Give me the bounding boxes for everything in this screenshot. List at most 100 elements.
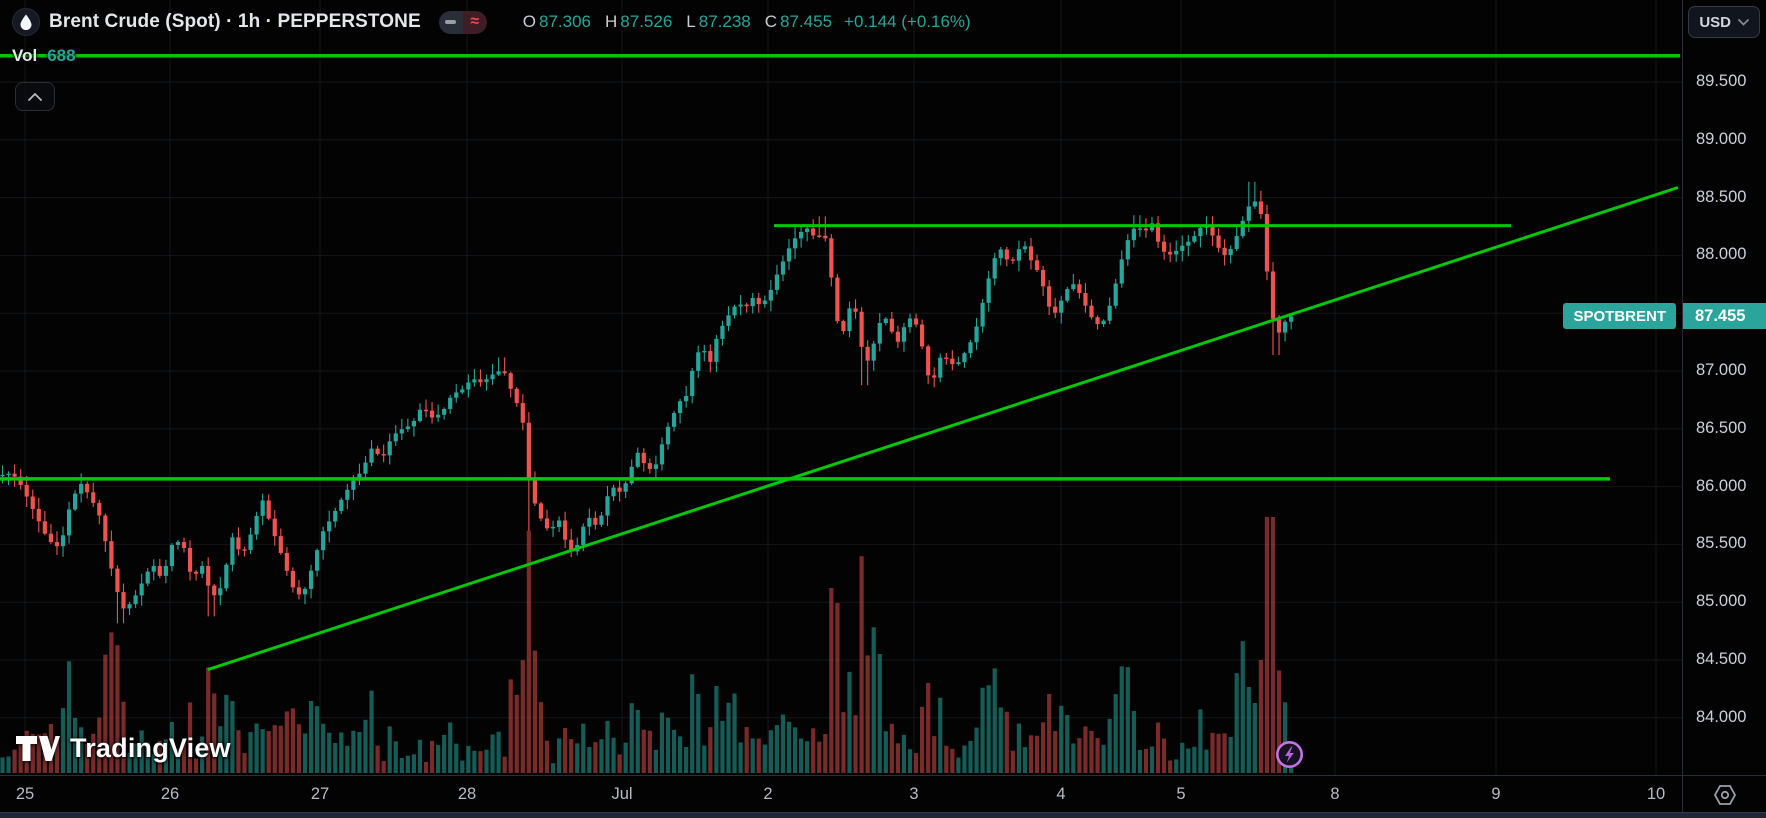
volume-bar (738, 742, 743, 773)
candle-body (296, 587, 302, 595)
volume-bar (121, 701, 126, 773)
tradingview-logo[interactable]: TradingView (14, 733, 231, 764)
volume-bar (1143, 748, 1149, 773)
volume-bar (73, 717, 78, 773)
candle-body (411, 420, 416, 427)
volume-bar (932, 736, 937, 773)
market-closed-dash-icon[interactable] (438, 10, 463, 34)
volume-bar (1155, 722, 1161, 773)
candle-body (308, 570, 314, 589)
currency-label: USD (1699, 13, 1731, 31)
candle-body (581, 526, 586, 546)
volume-bar (581, 723, 586, 773)
volume-bar (1016, 723, 1021, 773)
volume-bar (242, 753, 247, 773)
volume-bar (726, 702, 731, 773)
candle-body (103, 515, 108, 542)
volume-bar (1198, 709, 1203, 773)
volume-bar (538, 702, 544, 773)
candle-body (454, 392, 459, 398)
candle-body (1113, 283, 1118, 306)
symbol-button[interactable]: Brent Crude (Spot) · 1h · PEPPERSTONE (12, 8, 421, 36)
ascending-trendline[interactable] (207, 186, 1679, 671)
candle-body (48, 533, 53, 543)
candle-body (1101, 320, 1106, 325)
volume-bar (684, 747, 689, 773)
axis-settings-button[interactable] (1682, 775, 1766, 813)
volume-bar (496, 731, 501, 773)
volume-bar (1065, 715, 1070, 773)
candle-body (169, 545, 174, 567)
volume-bar (974, 727, 979, 773)
time-axis[interactable]: 25 26 27 28 Jul 2 3 4 5 8 9 10 (0, 775, 1766, 813)
volume-bar (436, 745, 441, 773)
volume-bar (593, 742, 598, 773)
candle-body (762, 300, 767, 305)
volume-bar (1095, 738, 1100, 773)
candle-body (1010, 259, 1015, 261)
volume-bar (393, 741, 398, 773)
candle-body (1270, 271, 1276, 319)
volume-bar (1071, 743, 1076, 773)
candle-body (1210, 225, 1215, 236)
volume-bar (36, 734, 41, 773)
volume-bar (109, 632, 114, 773)
price-axis-label: 88.000 (1696, 245, 1747, 264)
volume-bar (829, 587, 834, 773)
candle-body (968, 342, 973, 354)
candle-body (992, 258, 997, 279)
volume-bar (1264, 517, 1270, 773)
candle-body (532, 479, 537, 504)
market-status-pill[interactable]: ≈ (438, 10, 487, 34)
candle-body (121, 592, 126, 609)
candle-body (200, 566, 205, 574)
volume-bar (938, 697, 943, 773)
candle-body (907, 318, 913, 328)
volume-bar (762, 744, 767, 773)
volume-bar (466, 745, 471, 773)
time-axis-label: 4 (1056, 785, 1066, 803)
candle-body (254, 515, 259, 535)
candle-body (181, 541, 187, 548)
legend-collapse-button[interactable] (15, 82, 55, 111)
volume-bar (647, 730, 652, 773)
currency-dropdown[interactable]: USD (1688, 6, 1760, 38)
volume-bar (617, 754, 622, 773)
volume-bar (30, 733, 35, 773)
open-label: O (522, 12, 537, 31)
candle-body (1186, 241, 1191, 246)
volume-bar (756, 738, 761, 773)
delayed-stream-icon[interactable]: ≈ (462, 10, 487, 34)
time-axis-label: Jul (611, 785, 633, 803)
candle-body (206, 566, 211, 586)
close-value: 87.455 (780, 12, 833, 31)
candle-body (750, 298, 755, 307)
volume-bar (1047, 693, 1052, 773)
price-axis[interactable]: 89.500 89.000 88.500 88.000 87.000 86.500 86.0… (1682, 0, 1766, 775)
volume-bar (895, 743, 900, 773)
candle-body (381, 454, 386, 456)
volume-bar (569, 739, 574, 773)
flash-button[interactable] (1275, 740, 1304, 769)
candle-body (363, 462, 368, 474)
candle-body (665, 426, 671, 445)
volume-bar (1149, 746, 1155, 773)
volume-bar (1022, 747, 1028, 773)
candle-body (109, 541, 114, 569)
time-axis-label: 8 (1330, 785, 1340, 803)
time-axis-label: 26 (160, 785, 180, 803)
time-axis-label: 9 (1491, 785, 1501, 803)
candle-body (1047, 286, 1052, 307)
volume-bar (502, 756, 507, 773)
volume-bar (103, 654, 108, 773)
chevron-up-icon (28, 92, 42, 101)
candle-body (956, 362, 961, 365)
candle-body (242, 549, 247, 551)
candle-body (60, 535, 66, 547)
volume-bar (1028, 735, 1034, 773)
volume-bar (611, 737, 616, 773)
candle-body (1143, 228, 1149, 231)
candle-body (986, 278, 991, 303)
volume-bar (998, 707, 1003, 773)
